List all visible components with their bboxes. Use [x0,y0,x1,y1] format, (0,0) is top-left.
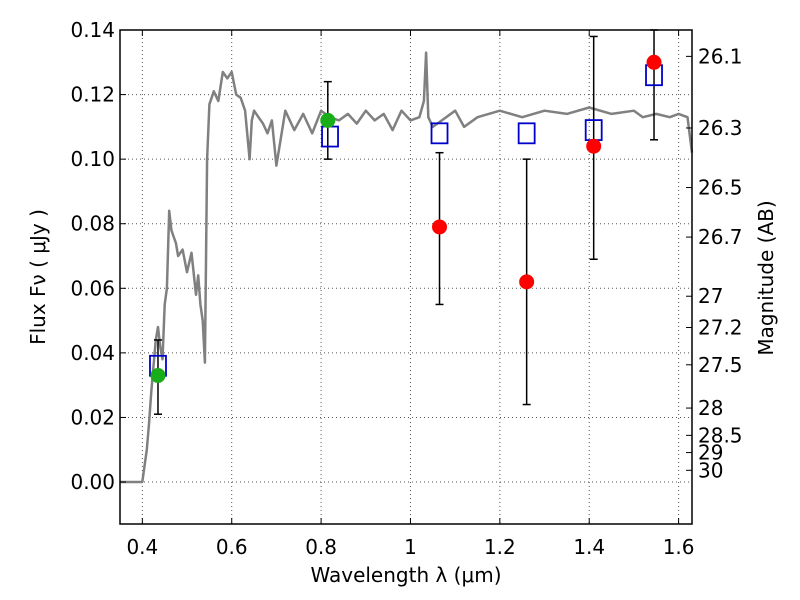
sed-line [120,51,694,484]
y-tick-label: 0.04 [70,341,115,365]
red-point [432,219,448,235]
x-tick-label: 1.4 [573,535,605,559]
y-tick-label: 0.10 [70,147,115,171]
x-tick-label: 0.6 [216,535,248,559]
x-tick-label: 1 [404,535,417,559]
sed-curve [120,51,694,484]
x-tick-label: 0.4 [126,535,158,559]
green-point [150,367,166,383]
right-tick-label: 26.5 [698,176,743,200]
x-axis-label: Wavelength λ (μm) [310,563,501,587]
right-tick-label: 28 [698,396,723,420]
model-square [517,122,536,145]
y-tick-label: 0.06 [70,276,115,300]
plot-frame [119,29,693,525]
right-tick-label: 29 [698,441,723,465]
red-point [586,138,602,154]
model-square [430,122,449,145]
y-tick-label: 0.00 [70,470,115,494]
right-tick-label: 27.2 [698,315,743,339]
x-tick-label: 0.8 [305,535,337,559]
y-tick-label: 0.08 [70,212,115,236]
x-tick-label: 1.2 [484,535,516,559]
right-tick-label: 28.5 [698,423,743,447]
x-tick-label: 1.6 [663,535,695,559]
right-tick-label: 27.5 [698,353,743,377]
right-tick-label: 26.3 [698,116,743,140]
y-tick-label: 0.14 [70,18,115,42]
model-square [321,125,339,148]
y-tick-label: 0.12 [70,83,115,107]
right-tick-label: 30 [698,458,723,482]
right-axis-label: Magnitude (AB) [754,200,778,355]
y-axis-label: Flux Fν ( μJy ) [26,209,50,345]
red-point [646,54,662,70]
right-tick-label: 27 [698,284,723,308]
right-tick-label: 26.1 [698,44,743,68]
green-point [320,112,336,128]
red-point [519,274,535,290]
right-tick-label: 26.7 [698,225,743,249]
axis-ticks: 0.4 0.6 0.8 1 1.2 1.4 1.6 0.00 0.02 0.04 0.06 0.08 0… [70,18,742,559]
y-tick-label: 0.02 [70,405,115,429]
data-points [149,29,663,415]
